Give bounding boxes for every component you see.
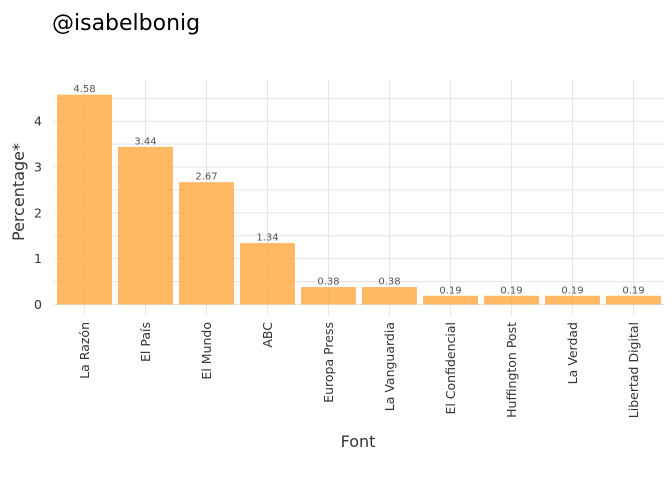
x-tick-label: El País — [138, 322, 153, 362]
y-axis-title: Percentage* — [9, 143, 28, 241]
bar — [179, 182, 234, 305]
data-label: 4.58 — [73, 84, 95, 95]
bar — [240, 243, 295, 305]
data-label: 0.19 — [622, 285, 644, 296]
x-tick-label: El Mundo — [199, 322, 214, 380]
y-tick-label: 4 — [34, 114, 42, 129]
bar — [118, 146, 173, 305]
data-label: 0.38 — [378, 277, 400, 288]
x-tick-label: El Confidencial — [443, 322, 458, 415]
y-tick-label: 3 — [34, 160, 42, 175]
bar — [545, 295, 600, 305]
data-label: 0.19 — [439, 285, 461, 296]
data-label: 1.34 — [256, 233, 278, 244]
x-tick-label: Europa Press — [321, 322, 336, 403]
x-tick-label: La Razón — [77, 322, 92, 379]
y-tick-label: 2 — [34, 205, 42, 220]
bar — [423, 295, 478, 305]
bar — [57, 94, 112, 305]
x-tick-label: ABC — [260, 322, 275, 348]
x-tick-label: Libertad Digital — [626, 322, 641, 418]
data-labels: 4.58 3.44 2.67 1.34 0.38 0.38 0.19 0.19 0.19 0.19 — [73, 84, 644, 296]
data-label: 0.38 — [317, 277, 339, 288]
data-label: 0.19 — [500, 285, 522, 296]
bar — [362, 287, 417, 305]
y-tick-label: 1 — [34, 251, 42, 266]
x-axis-title: Font — [341, 432, 376, 451]
bar — [606, 295, 661, 305]
x-tick-label: La Vanguardia — [382, 322, 397, 411]
data-label: 2.67 — [195, 172, 217, 183]
bar — [301, 287, 356, 305]
x-tick-label: La Verdad — [565, 322, 580, 384]
x-axis-ticks: La Razón El País El Mundo ABC Europa Press La… — [77, 322, 641, 418]
chart-title: @isabelbonig — [52, 11, 200, 36]
data-label: 0.19 — [561, 285, 583, 296]
bars — [57, 94, 661, 305]
y-axis-ticks: 0 1 2 3 4 — [34, 114, 42, 312]
x-tick-label: Huffington Post — [504, 322, 519, 418]
bar — [484, 295, 539, 305]
y-tick-label: 0 — [34, 297, 42, 312]
data-label: 3.44 — [134, 136, 156, 147]
